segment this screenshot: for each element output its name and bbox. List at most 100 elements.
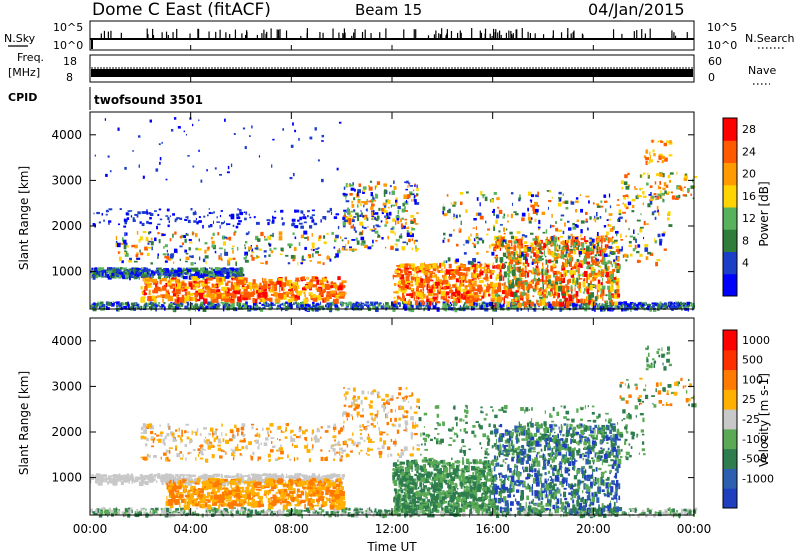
heatmap-cell [629,301,634,306]
heatmap-cell [198,288,204,293]
heatmap-cell [482,195,484,199]
heatmap-cell [192,232,195,235]
heatmap-cell [144,246,148,251]
power-panel-frame [89,111,695,310]
heatmap-cell [646,223,649,226]
heatmap-cell [530,255,533,259]
heatmap-cell [494,289,498,294]
heatmap-cell [167,253,169,256]
heatmap-cell [596,274,601,277]
heatmap-cell [202,307,207,312]
heatmap-cell [520,269,524,273]
heatmap-cell [590,285,595,287]
heatmap-cell [320,305,325,309]
heatmap-cell [600,288,602,295]
heatmap-cell [570,267,573,272]
heatmap-cell [538,291,541,296]
heatmap-cell [363,304,368,307]
heatmap-cell [312,276,314,279]
heatmap-cell [157,256,159,259]
heatmap-cell [395,306,399,309]
heatmap-cell [465,280,468,283]
heatmap-cell [623,307,627,312]
heatmap-cell [400,218,402,223]
heatmap-cell [108,272,112,276]
heatmap-cell [218,270,223,274]
heatmap-cell [400,233,402,236]
heatmap-cell [630,307,632,312]
heatmap-cell [204,278,208,284]
heatmap-cell [616,284,620,289]
heatmap-cell [608,193,611,198]
heatmap-cell [416,187,419,192]
heatmap-cell [220,301,224,304]
heatmap-cell [668,302,671,306]
heatmap-cell [447,210,451,214]
heatmap-cell [636,251,640,254]
heatmap-cell [313,304,316,309]
heatmap-cell [439,262,441,268]
heatmap-cell [124,252,129,257]
heatmap-cell [405,304,408,307]
heatmap-cell [339,301,343,304]
heatmap-cell [625,194,629,198]
heatmap-cell [169,303,174,306]
heatmap-cell [444,273,449,276]
heatmap-cell [266,219,271,221]
heatmap-cell [298,138,300,141]
heatmap-cell [253,216,256,219]
heatmap-cell [537,191,540,196]
heatmap-cell [92,306,95,310]
heatmap-cell [649,155,651,160]
heatmap-cell [193,213,195,216]
heatmap-cell [453,217,455,220]
heatmap-cell [442,288,447,291]
heatmap-cell [259,307,264,312]
heatmap-cell [661,155,665,160]
heatmap-cell [519,291,522,295]
heatmap-cell [345,195,347,200]
heatmap-cell [126,245,129,248]
heatmap-cell [458,228,462,233]
heatmap-cell [419,300,425,302]
heatmap-cell [327,303,330,308]
heatmap-cell [212,268,217,272]
heatmap-cell [196,221,199,225]
heatmap-cell [503,271,507,278]
heatmap-cell [264,303,267,307]
heatmap-cell [213,292,218,299]
heatmap-cell [473,243,476,248]
heatmap-cell [568,295,573,302]
heatmap-cell [136,271,141,275]
heatmap-cell [607,237,611,243]
heatmap-cell [300,277,302,280]
heatmap-cell [649,307,652,312]
heatmap-cell [499,270,502,276]
heatmap-cell [519,272,521,278]
heatmap-cell [184,305,189,310]
heatmap-cell [359,221,361,226]
heatmap-cell [539,250,542,254]
heatmap-cell [629,509,633,513]
heatmap-cell [351,238,356,241]
heatmap-cell [103,219,105,222]
heatmap-cell [348,214,353,218]
heatmap-cell [609,249,612,254]
heatmap-cell [260,231,264,237]
heatmap-cell [264,283,267,287]
heatmap-cell [159,156,162,161]
heatmap-cell [410,267,412,270]
heatmap-cell [164,275,168,279]
heatmap-cell [443,237,446,240]
heatmap-cell [564,303,566,308]
heatmap-cell [413,189,415,192]
heatmap-cell [418,305,423,309]
heatmap-cell [580,220,585,224]
heatmap-cell [130,215,133,218]
heatmap-cell [686,301,690,307]
heatmap-cell [510,240,513,247]
heatmap-cell [475,226,477,230]
heatmap-cell [638,302,642,305]
heatmap-cell [479,263,483,266]
heatmap-cell [290,296,295,302]
